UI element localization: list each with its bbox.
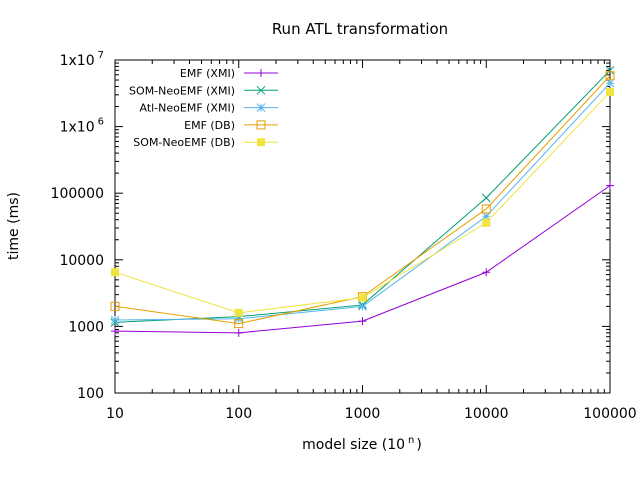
data-point (482, 218, 491, 227)
series-0 (111, 181, 614, 337)
x-tick-label: 100000 (583, 406, 636, 422)
legend-label: SOM-NeoEMF (DB) (133, 136, 235, 149)
data-point (605, 78, 615, 88)
data-point (234, 314, 244, 324)
series-2 (110, 78, 615, 325)
data-point (111, 327, 119, 336)
legend-label: EMF (DB) (184, 119, 235, 132)
y-tick-label: 1x10 6 (60, 117, 104, 136)
data-point (358, 301, 367, 311)
x-axis-label: model size (10 n) (302, 435, 422, 453)
x-axis: 10 100 1000 10000 100000 (106, 60, 637, 422)
y-tick-label: 100000 (51, 186, 104, 202)
y-axis-label: time (ms) (6, 192, 22, 260)
y-tick-label: 100 (77, 386, 104, 402)
series-layer (110, 65, 615, 337)
data-point (606, 181, 614, 190)
legend-marker (257, 138, 265, 147)
data-point (605, 71, 615, 81)
data-point (358, 317, 367, 326)
data-point (358, 293, 367, 302)
x-axis-label-sup: n (408, 435, 414, 446)
series-line (114, 185, 611, 334)
x-tick-label: 1000 (345, 406, 381, 422)
y-tick-label: 10000 (59, 253, 104, 269)
data-point (482, 268, 491, 277)
legend-label: SOM-NeoEMF (XMI) (129, 84, 235, 97)
y-tick-label: 1x10 7 (60, 50, 104, 69)
data-point (481, 193, 491, 203)
data-point (606, 88, 614, 97)
legend: EMF (XMI) SOM-NeoEMF (XMI) Atl-NeoEMF (XMI… (129, 67, 278, 149)
y-axis: 100 1000 10000 100000 1x10 6 1x10 7 (51, 50, 610, 402)
data-point (111, 268, 119, 277)
data-point (234, 319, 244, 329)
legend-label: EMF (XMI) (180, 67, 235, 80)
data-point (605, 65, 615, 75)
data-point (234, 328, 243, 337)
x-tick-label: 100 (225, 406, 252, 422)
x-axis-label-end: ) (416, 437, 421, 453)
data-point (234, 308, 243, 317)
legend-marker (256, 120, 266, 130)
legend-marker (257, 69, 265, 77)
data-point (481, 204, 491, 214)
series-4 (111, 88, 614, 317)
x-tick-label: 10000 (464, 406, 509, 422)
legend-label: Atl-NeoEMF (XMI) (139, 102, 235, 115)
legend-marker (256, 103, 266, 112)
data-point (110, 301, 120, 311)
data-point (110, 315, 120, 325)
x-tick-label: 10 (106, 406, 124, 422)
data-point (481, 211, 491, 221)
chart-title: Run ATL transformation (272, 20, 448, 38)
legend-marker (256, 85, 266, 95)
y-tick-label: 1000 (68, 319, 104, 335)
x-axis-label-text: model size (10 (302, 437, 405, 453)
